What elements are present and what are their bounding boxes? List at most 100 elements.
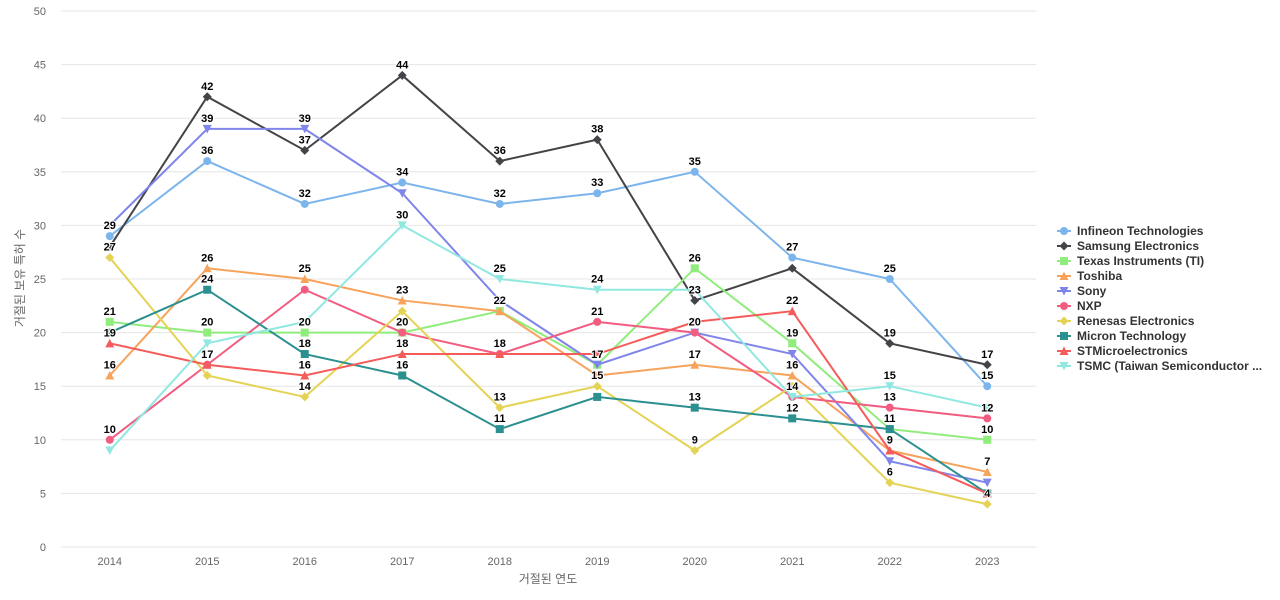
data-point[interactable] [592, 360, 602, 370]
data-point[interactable] [690, 446, 700, 456]
data-point[interactable] [787, 263, 797, 273]
legend-item[interactable]: Micron Technology [1057, 329, 1186, 343]
data-point[interactable] [885, 478, 895, 488]
series-2[interactable] [105, 70, 992, 370]
data-point[interactable] [885, 446, 895, 455]
data-point[interactable] [397, 306, 407, 316]
data-point[interactable] [495, 349, 505, 359]
data-point[interactable] [885, 275, 894, 283]
data-point[interactable] [495, 306, 505, 316]
data-point[interactable] [105, 328, 114, 337]
data-point[interactable] [203, 328, 212, 337]
legend-item[interactable]: Samsung Electronics [1057, 239, 1199, 253]
data-point[interactable] [495, 425, 504, 434]
data-point[interactable] [203, 157, 212, 166]
data-point[interactable] [495, 156, 505, 166]
series-1[interactable] [105, 157, 992, 391]
data-point[interactable] [982, 360, 992, 370]
data-point[interactable] [690, 360, 700, 369]
data-point[interactable] [397, 349, 407, 359]
data-point[interactable] [202, 124, 212, 134]
data-point[interactable] [592, 370, 602, 380]
legend-item[interactable]: TSMC (Taiwan Semiconductor ... [1057, 359, 1262, 373]
data-point[interactable] [300, 328, 309, 337]
data-point[interactable] [690, 295, 700, 305]
data-point[interactable] [787, 370, 797, 380]
data-point[interactable] [593, 317, 602, 326]
data-point[interactable] [592, 381, 602, 391]
data-point[interactable] [398, 178, 407, 187]
legend-item[interactable]: STMicroelectronics [1057, 344, 1188, 358]
data-point[interactable] [397, 189, 407, 198]
series-7[interactable] [105, 253, 992, 509]
legend-item[interactable]: Texas Instruments (TI) [1057, 254, 1204, 268]
series-line[interactable] [109, 288, 988, 495]
data-point[interactable] [105, 221, 115, 230]
data-point[interactable] [592, 349, 602, 359]
data-point[interactable] [885, 338, 895, 348]
data-point[interactable] [105, 338, 115, 348]
data-point[interactable] [495, 199, 504, 208]
series-line[interactable] [108, 74, 988, 366]
data-point[interactable] [105, 242, 115, 252]
data-point[interactable] [983, 435, 992, 444]
data-point[interactable] [397, 295, 407, 305]
data-point[interactable] [398, 371, 407, 380]
data-point[interactable] [495, 275, 505, 284]
series-line[interactable] [108, 256, 988, 506]
data-point[interactable] [982, 467, 992, 476]
legend-item[interactable]: Infineon Technologies [1057, 224, 1204, 238]
series-line[interactable] [109, 127, 988, 484]
data-point[interactable] [885, 457, 895, 466]
data-point[interactable] [982, 478, 992, 488]
data-point[interactable] [105, 446, 115, 456]
series-line[interactable] [109, 288, 988, 441]
data-point[interactable] [787, 306, 797, 316]
data-point[interactable] [690, 317, 700, 326]
data-point[interactable] [300, 317, 310, 327]
data-point[interactable] [105, 435, 114, 444]
series-4[interactable] [105, 263, 992, 476]
data-point[interactable] [202, 360, 212, 369]
data-point[interactable] [982, 403, 992, 413]
legend-item[interactable]: Toshiba [1057, 269, 1122, 283]
data-point[interactable] [105, 232, 114, 241]
data-point[interactable] [397, 221, 407, 230]
data-point[interactable] [885, 425, 894, 434]
data-point[interactable] [398, 328, 407, 337]
data-point[interactable] [105, 253, 115, 263]
data-point[interactable] [592, 135, 602, 145]
data-point[interactable] [788, 339, 797, 348]
data-point[interactable] [202, 263, 212, 273]
data-point[interactable] [885, 382, 895, 391]
data-point[interactable] [885, 403, 894, 412]
data-point[interactable] [495, 296, 505, 305]
data-point[interactable] [397, 70, 407, 80]
data-point[interactable] [105, 317, 114, 326]
series-line[interactable] [109, 224, 988, 452]
data-point[interactable] [690, 328, 699, 337]
data-point[interactable] [788, 253, 797, 262]
data-point[interactable] [690, 167, 699, 176]
data-point[interactable] [592, 285, 602, 295]
data-point[interactable] [787, 392, 797, 402]
data-point[interactable] [202, 370, 212, 380]
data-point[interactable] [982, 499, 992, 509]
legend-item[interactable]: NXP [1057, 299, 1102, 313]
data-point[interactable] [690, 285, 700, 295]
data-point[interactable] [300, 124, 310, 134]
data-point[interactable] [300, 350, 309, 359]
data-point[interactable] [787, 350, 797, 359]
data-point[interactable] [300, 274, 310, 284]
data-point[interactable] [593, 189, 602, 198]
series-line[interactable] [109, 310, 988, 495]
data-point[interactable] [105, 370, 115, 380]
legend-item[interactable]: Renesas Electronics [1057, 314, 1195, 328]
data-point[interactable] [202, 339, 212, 348]
data-point[interactable] [202, 92, 212, 102]
data-point[interactable] [983, 382, 992, 391]
series-9[interactable] [105, 306, 992, 498]
series-8[interactable] [105, 285, 992, 498]
series-line[interactable] [109, 159, 988, 387]
